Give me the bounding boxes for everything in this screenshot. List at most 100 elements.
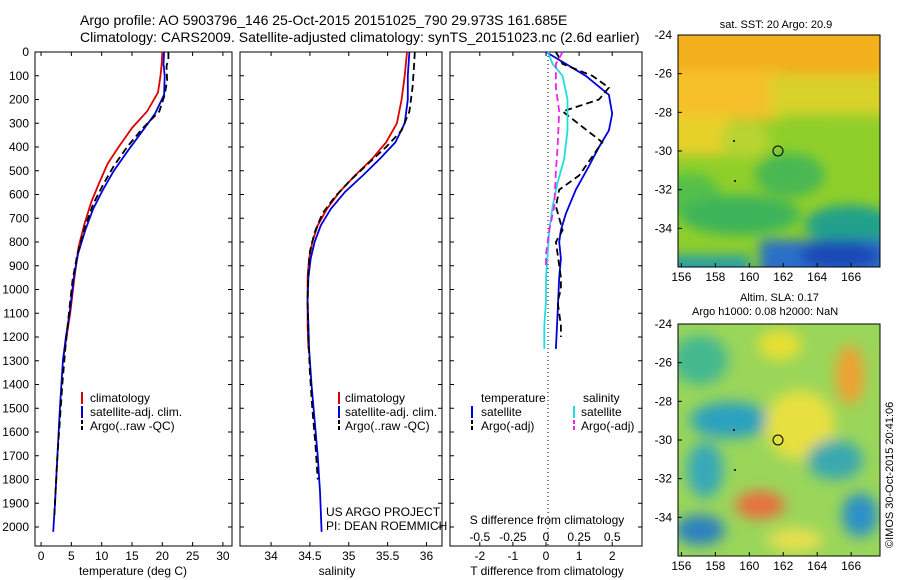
depth-tick-label: 1000 — [2, 283, 29, 297]
depth-tick-label: 1400 — [2, 378, 29, 392]
s-difference-tick-label: 0.5 — [604, 530, 621, 544]
lon-tick-label: 158 — [705, 270, 725, 284]
x-tick-label: 35.5 — [376, 549, 400, 563]
lon-tick-label: 156 — [671, 559, 691, 573]
argo-float-marker — [772, 145, 784, 157]
depth-tick-label: 1700 — [2, 449, 29, 463]
temperature-x-axis-label: temperature (deg C) — [79, 564, 187, 578]
depth-tick-label: 1300 — [2, 354, 29, 368]
x-tick-label: 2 — [609, 549, 616, 563]
legend-header-temperature: temperature — [481, 391, 546, 405]
x-tick-label: 1 — [576, 549, 583, 563]
lat-tick-label: -34 — [655, 221, 673, 235]
x-tick-label: 36 — [420, 549, 434, 563]
depth-tick-label: 400 — [9, 140, 29, 154]
salinity-panel: 34 34.5 35 35.5 36 salinity climatology sate… — [239, 51, 447, 578]
depth-tick-label: 300 — [9, 116, 29, 130]
x-tick-label: 35 — [342, 549, 356, 563]
salinity-profile-lines — [306, 51, 416, 532]
x-tick-label: 25 — [186, 549, 200, 563]
temperature-legend: climatology satellite-adj. clim. Argo(..… — [81, 391, 182, 433]
legend-label-s-argo: Argo(-adj) — [581, 419, 634, 433]
salinity-legend: climatology satellite-adj. clim. Argo(..… — [338, 391, 437, 433]
salinity-x-axis-label: salinity — [319, 564, 356, 578]
lat-tick-label: -26 — [655, 67, 673, 81]
salinity-plot-frame — [239, 51, 443, 547]
depth-tick-label: 1900 — [2, 496, 29, 510]
salinity-axis-ticks: 34 34.5 35 35.5 36 — [240, 51, 442, 563]
lon-tick-label: 160 — [739, 270, 759, 284]
depth-tick-label: 1800 — [2, 473, 29, 487]
legend-label-climatology: climatology — [345, 391, 405, 405]
temperature-axis-ticks: 0100200300400500600700800900100011001200… — [2, 45, 232, 563]
lon-tick-label: 162 — [773, 559, 793, 573]
sst-map-title: sat. SST: 20 Argo: 20.9 — [720, 19, 833, 31]
imos-timestamp: ©IMOS 30-Oct-2015 20:41:06 — [884, 402, 896, 548]
difference-profile-lines — [543, 51, 614, 349]
project-line-1: US ARGO PROJECT — [326, 505, 441, 519]
profile-line-temperature-satellite — [545, 51, 614, 349]
x-tick-label: 30 — [216, 549, 230, 563]
depth-tick-label: 0 — [22, 45, 29, 59]
legend-label-t-argo: Argo(-adj) — [481, 419, 534, 433]
x-tick-label: 20 — [156, 549, 170, 563]
lon-tick-label: 164 — [807, 559, 827, 573]
x-tick-label: -1 — [508, 549, 519, 563]
s-difference-axis-label: S difference from climatology — [470, 513, 625, 527]
project-line-2: PI: DEAN ROEMMICH — [326, 519, 447, 533]
difference-axis-ticks: -2 -1 0 1 2 -0.5 -0.25 0 0.25 0.5 — [450, 51, 642, 563]
sst-map-axis-ticks: 156 158 160 162 164 166 -24 -26 -28 -30 -32 -34 — [655, 28, 862, 284]
lon-tick-label: 166 — [841, 559, 861, 573]
sla-map-panel: Altim. SLA: 0.17 Argo h1000: 0.08 h2000:… — [655, 292, 881, 573]
legend-label-t-satellite: satellite — [481, 405, 522, 419]
lat-tick-label: -28 — [655, 105, 673, 119]
depth-tick-label: 1200 — [2, 330, 29, 344]
lat-tick-label: -24 — [655, 28, 673, 42]
depth-tick-label: 100 — [9, 69, 29, 83]
sst-map-panel: sat. SST: 20 Argo: 20.9 156 1 — [655, 19, 881, 284]
x-tick-label: 15 — [125, 549, 139, 563]
sla-map-axis-ticks: 156 158 160 162 164 166 -24 -26 -28 -30 -32 -34 — [655, 317, 862, 573]
lon-tick-label: 162 — [773, 270, 793, 284]
temperature-profile-lines — [52, 51, 170, 532]
lon-tick-label: 166 — [841, 270, 861, 284]
argo-track-dot — [733, 429, 735, 431]
x-tick-label: 0 — [543, 549, 550, 563]
profile-line-salinity-argo-adj- — [545, 51, 564, 266]
lat-tick-label: -32 — [655, 183, 673, 197]
argo-track-dot — [734, 469, 736, 471]
x-tick-label: 0 — [38, 549, 45, 563]
depth-tick-label: 600 — [9, 188, 29, 202]
temperature-plot-frame — [34, 51, 233, 547]
sla-map-title-line-2: Argo h1000: 0.08 h2000: NaN — [692, 306, 838, 318]
sst-field — [678, 35, 880, 267]
lon-tick-label: 160 — [739, 559, 759, 573]
s-difference-tick-label: -0.5 — [469, 530, 490, 544]
x-tick-label: 10 — [95, 549, 109, 563]
sla-field — [678, 324, 880, 556]
lat-tick-label: -30 — [655, 433, 673, 447]
depth-tick-label: 1100 — [3, 306, 29, 320]
legend-label-satellite: satellite-adj. clim. — [345, 405, 437, 419]
s-difference-tick-label: -0.25 — [499, 530, 527, 544]
lat-tick-label: -34 — [655, 510, 673, 524]
difference-panel: -2 -1 0 1 2 -0.5 -0.25 0 0.25 0.5 T difference fr… — [449, 51, 643, 578]
header-line-2: Climatology: CARS2009. Satellite-adjuste… — [80, 29, 640, 45]
x-tick-label: -2 — [474, 549, 485, 563]
s-difference-tick-label: 0 — [543, 530, 550, 544]
lon-tick-label: 164 — [807, 270, 827, 284]
depth-tick-label: 900 — [9, 259, 29, 273]
temperature-panel: 0100200300400500600700800900100011001200… — [2, 45, 233, 578]
s-difference-tick-label: 0.25 — [567, 530, 591, 544]
legend-label-argo: Argo(..raw -QC) — [345, 419, 430, 433]
x-tick-label: 5 — [68, 549, 75, 563]
t-difference-axis-label: T difference from climatology — [470, 564, 624, 578]
x-tick-label: 34 — [264, 549, 278, 563]
lon-tick-label: 156 — [671, 270, 691, 284]
lon-tick-label: 158 — [705, 559, 725, 573]
legend-header-salinity: salinity — [583, 391, 620, 405]
depth-tick-label: 700 — [9, 211, 29, 225]
lat-tick-label: -26 — [655, 356, 673, 370]
depth-tick-label: 200 — [9, 93, 29, 107]
